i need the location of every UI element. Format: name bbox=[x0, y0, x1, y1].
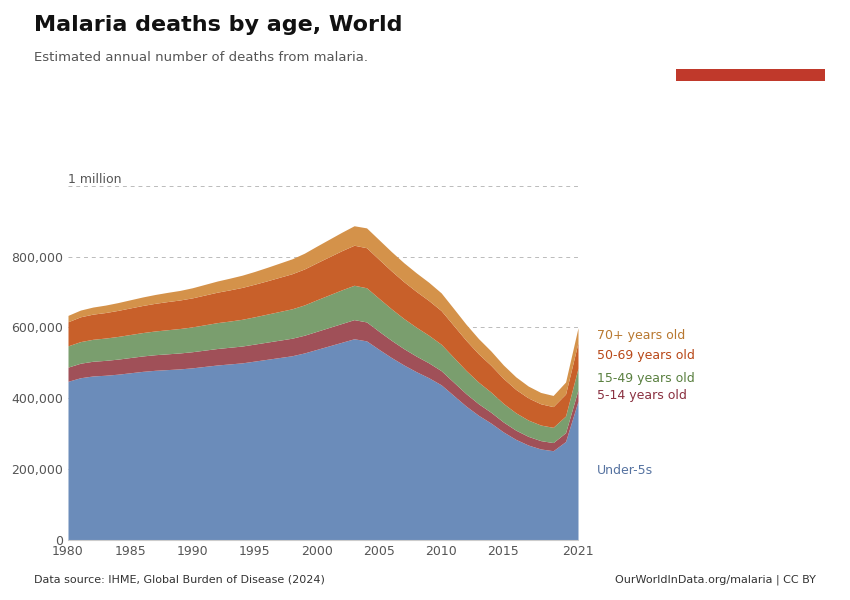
Text: 1 million: 1 million bbox=[68, 173, 122, 186]
Text: 15-49 years old: 15-49 years old bbox=[597, 373, 694, 385]
Text: in Data: in Data bbox=[725, 47, 775, 60]
Text: Under-5s: Under-5s bbox=[597, 464, 653, 477]
Text: 70+ years old: 70+ years old bbox=[597, 329, 685, 342]
Text: OurWorldInData.org/malaria | CC BY: OurWorldInData.org/malaria | CC BY bbox=[615, 575, 816, 585]
FancyBboxPatch shape bbox=[676, 68, 824, 81]
Text: 50-69 years old: 50-69 years old bbox=[597, 349, 694, 362]
Text: 5-14 years old: 5-14 years old bbox=[597, 389, 687, 402]
Text: Our World: Our World bbox=[715, 25, 785, 38]
Text: Data source: IHME, Global Burden of Disease (2024): Data source: IHME, Global Burden of Dise… bbox=[34, 575, 325, 585]
Text: Malaria deaths by age, World: Malaria deaths by age, World bbox=[34, 15, 403, 35]
Text: Estimated annual number of deaths from malaria.: Estimated annual number of deaths from m… bbox=[34, 51, 368, 64]
